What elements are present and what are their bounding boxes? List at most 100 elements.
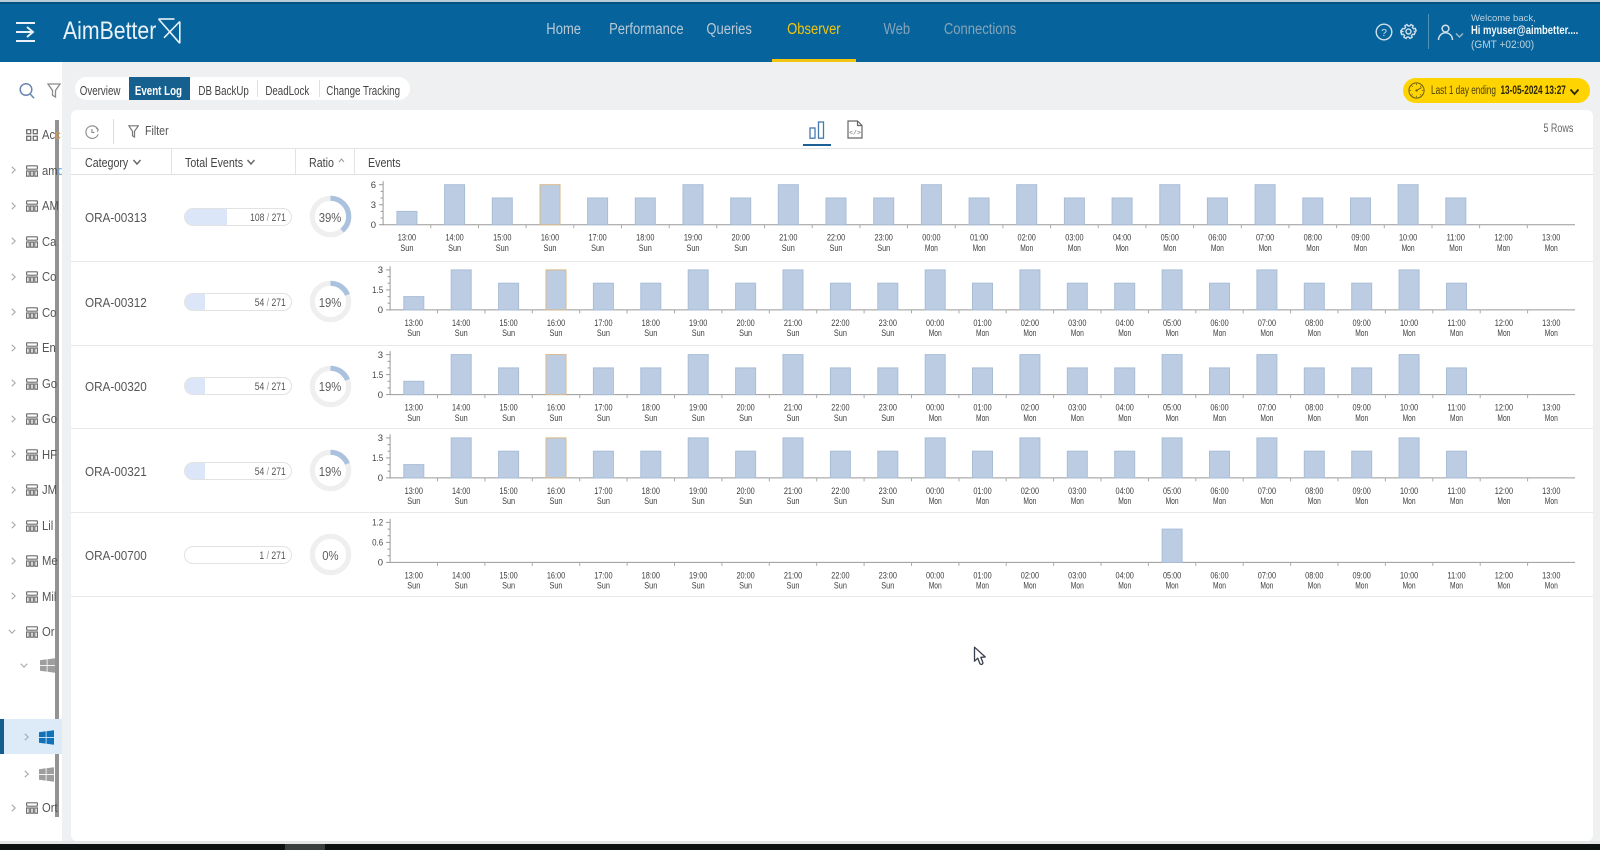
svg-text:Mon: Mon [1497, 581, 1510, 592]
svg-text:Sun: Sun [834, 412, 847, 423]
svg-text:18:00: 18:00 [642, 486, 660, 497]
svg-text:14:00: 14:00 [452, 317, 470, 328]
svg-text:03:00: 03:00 [1068, 402, 1086, 413]
svg-text:21:00: 21:00 [784, 486, 802, 497]
svg-text:Mon: Mon [1166, 496, 1179, 507]
svg-text:Mon: Mon [1023, 328, 1036, 339]
svg-text:Sun: Sun [881, 328, 894, 339]
svg-text:Sun: Sun [787, 581, 800, 592]
svg-text:Sun: Sun [881, 412, 894, 423]
svg-text:09:00: 09:00 [1353, 402, 1371, 413]
svg-text:16:00: 16:00 [547, 486, 565, 497]
svg-text:17:00: 17:00 [594, 317, 612, 328]
svg-text:Sun: Sun [782, 242, 795, 253]
svg-text:05:00: 05:00 [1163, 402, 1181, 413]
svg-text:19:00: 19:00 [689, 402, 707, 413]
svg-text:00:00: 00:00 [922, 232, 940, 243]
svg-text:Mon: Mon [1355, 496, 1368, 507]
svg-text:Sun: Sun [739, 412, 752, 423]
svg-text:09:00: 09:00 [1353, 317, 1371, 328]
svg-text:Mon: Mon [929, 581, 942, 592]
svg-text:Mon: Mon [1308, 581, 1321, 592]
svg-text:02:00: 02:00 [1018, 232, 1036, 243]
svg-text:07:00: 07:00 [1258, 317, 1276, 328]
svg-text:Sun: Sun [597, 496, 610, 507]
svg-text:Mon: Mon [1403, 328, 1416, 339]
svg-text:Mon: Mon [1118, 412, 1131, 423]
svg-text:0: 0 [371, 219, 376, 230]
svg-text:Mon: Mon [929, 496, 942, 507]
svg-text:17:00: 17:00 [594, 402, 612, 413]
svg-text:Sun: Sun [692, 412, 705, 423]
svg-text:Sun: Sun [455, 328, 468, 339]
svg-text:Mon: Mon [1260, 412, 1273, 423]
svg-text:04:00: 04:00 [1116, 402, 1134, 413]
svg-text:Sun: Sun [877, 242, 890, 253]
svg-text:Mon: Mon [1023, 581, 1036, 592]
svg-text:06:00: 06:00 [1210, 402, 1228, 413]
svg-text:10:00: 10:00 [1400, 570, 1418, 581]
svg-text:20:00: 20:00 [736, 486, 754, 497]
svg-text:Mon: Mon [1166, 581, 1179, 592]
svg-text:11:00: 11:00 [1447, 486, 1465, 497]
svg-text:Sun: Sun [550, 581, 563, 592]
svg-text:06:00: 06:00 [1208, 232, 1226, 243]
svg-text:11:00: 11:00 [1447, 402, 1465, 413]
svg-text:10:00: 10:00 [1399, 232, 1417, 243]
svg-text:14:00: 14:00 [452, 570, 470, 581]
svg-text:3: 3 [378, 265, 383, 276]
svg-text:Mon: Mon [1118, 496, 1131, 507]
svg-text:Mon: Mon [1213, 581, 1226, 592]
svg-text:12:00: 12:00 [1495, 570, 1513, 581]
svg-text:00:00: 00:00 [926, 402, 944, 413]
svg-text:Sun: Sun [502, 496, 515, 507]
svg-text:Mon: Mon [1355, 581, 1368, 592]
svg-text:08:00: 08:00 [1305, 486, 1323, 497]
svg-text:07:00: 07:00 [1258, 486, 1276, 497]
svg-text:Mon: Mon [1166, 328, 1179, 339]
svg-text:13:00: 13:00 [1542, 317, 1560, 328]
svg-text:21:00: 21:00 [784, 570, 802, 581]
svg-text:20:00: 20:00 [736, 317, 754, 328]
svg-text:01:00: 01:00 [973, 570, 991, 581]
svg-text:Mon: Mon [1497, 496, 1510, 507]
svg-text:Mon: Mon [1450, 412, 1463, 423]
svg-text:02:00: 02:00 [1021, 486, 1039, 497]
svg-text:01:00: 01:00 [973, 317, 991, 328]
svg-text:01:00: 01:00 [973, 402, 991, 413]
svg-text:Mon: Mon [1259, 242, 1272, 253]
svg-text:Sun: Sun [787, 328, 800, 339]
svg-text:22:00: 22:00 [827, 232, 845, 243]
svg-text:23:00: 23:00 [875, 232, 893, 243]
svg-text:Sun: Sun [834, 328, 847, 339]
svg-text:Sun: Sun [550, 328, 563, 339]
svg-text:19:00: 19:00 [689, 317, 707, 328]
svg-text:23:00: 23:00 [879, 402, 897, 413]
svg-text:03:00: 03:00 [1068, 317, 1086, 328]
svg-text:Sun: Sun [739, 581, 752, 592]
svg-text:14:00: 14:00 [452, 486, 470, 497]
svg-text:13:00: 13:00 [1542, 486, 1560, 497]
svg-text:Mon: Mon [1354, 242, 1367, 253]
svg-text:11:00: 11:00 [1447, 317, 1465, 328]
svg-text:Mon: Mon [976, 328, 989, 339]
svg-text:Mon: Mon [1545, 328, 1558, 339]
svg-text:Mon: Mon [929, 412, 942, 423]
svg-text:16:00: 16:00 [541, 232, 559, 243]
svg-text:Sun: Sun [692, 581, 705, 592]
svg-text:Mon: Mon [1497, 412, 1510, 423]
svg-text:Mon: Mon [1260, 581, 1273, 592]
svg-text:Sun: Sun [597, 328, 610, 339]
svg-text:Sun: Sun [692, 496, 705, 507]
svg-text:Mon: Mon [1023, 496, 1036, 507]
svg-text:02:00: 02:00 [1021, 317, 1039, 328]
svg-text:Sun: Sun [739, 496, 752, 507]
svg-text:Sun: Sun [502, 581, 515, 592]
svg-text:Mon: Mon [1403, 581, 1416, 592]
svg-text:</>: </> [849, 130, 861, 137]
svg-text:04:00: 04:00 [1113, 232, 1131, 243]
svg-text:Mon: Mon [925, 242, 938, 253]
svg-text:14:00: 14:00 [452, 402, 470, 413]
svg-text:1.5: 1.5 [372, 453, 383, 464]
svg-text:18:00: 18:00 [642, 317, 660, 328]
